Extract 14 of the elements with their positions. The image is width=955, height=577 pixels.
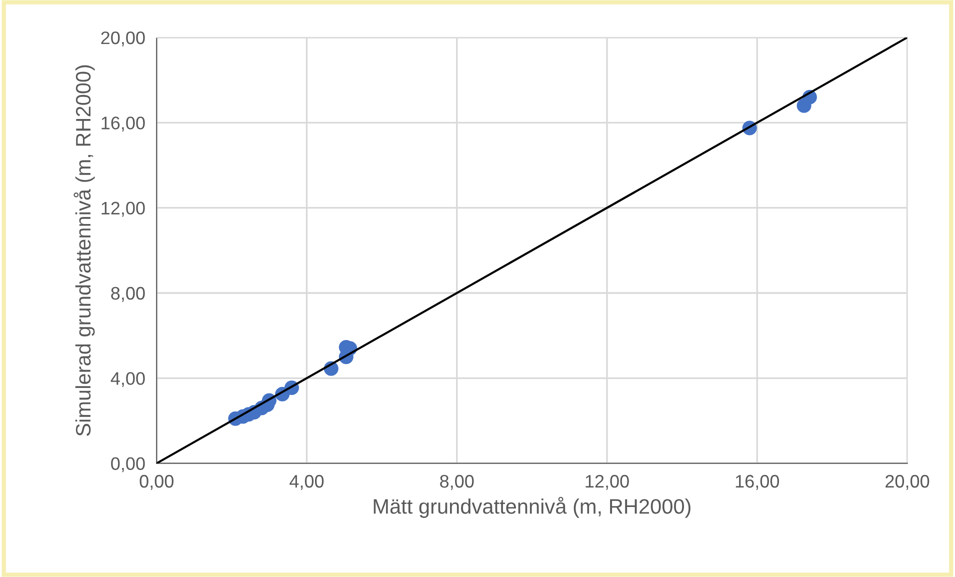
x-axis-title: Mätt grundvattennivå (m, RH2000): [374, 496, 690, 518]
x-tick-label: 20,00: [886, 474, 930, 490]
x-tick-label: 12,00: [586, 474, 629, 490]
x-tick-label: 8,00: [440, 474, 474, 490]
x-tick-label: 16,00: [736, 474, 780, 490]
x-tick-label: 0,00: [140, 474, 174, 490]
y-tick-label: 20,00: [101, 31, 145, 46]
y-tick-label: 8,00: [111, 286, 145, 302]
y-tick-label: 4,00: [110, 372, 145, 388]
x-tick-label: 4,00: [290, 474, 324, 490]
y-tick-label: 16,00: [102, 116, 145, 132]
y-axis-title: Simulerad grundvattennivå (m, RH2000): [74, 65, 95, 436]
y-tick-label: 0,00: [111, 457, 145, 472]
y-tick-label: 12,00: [102, 202, 145, 217]
